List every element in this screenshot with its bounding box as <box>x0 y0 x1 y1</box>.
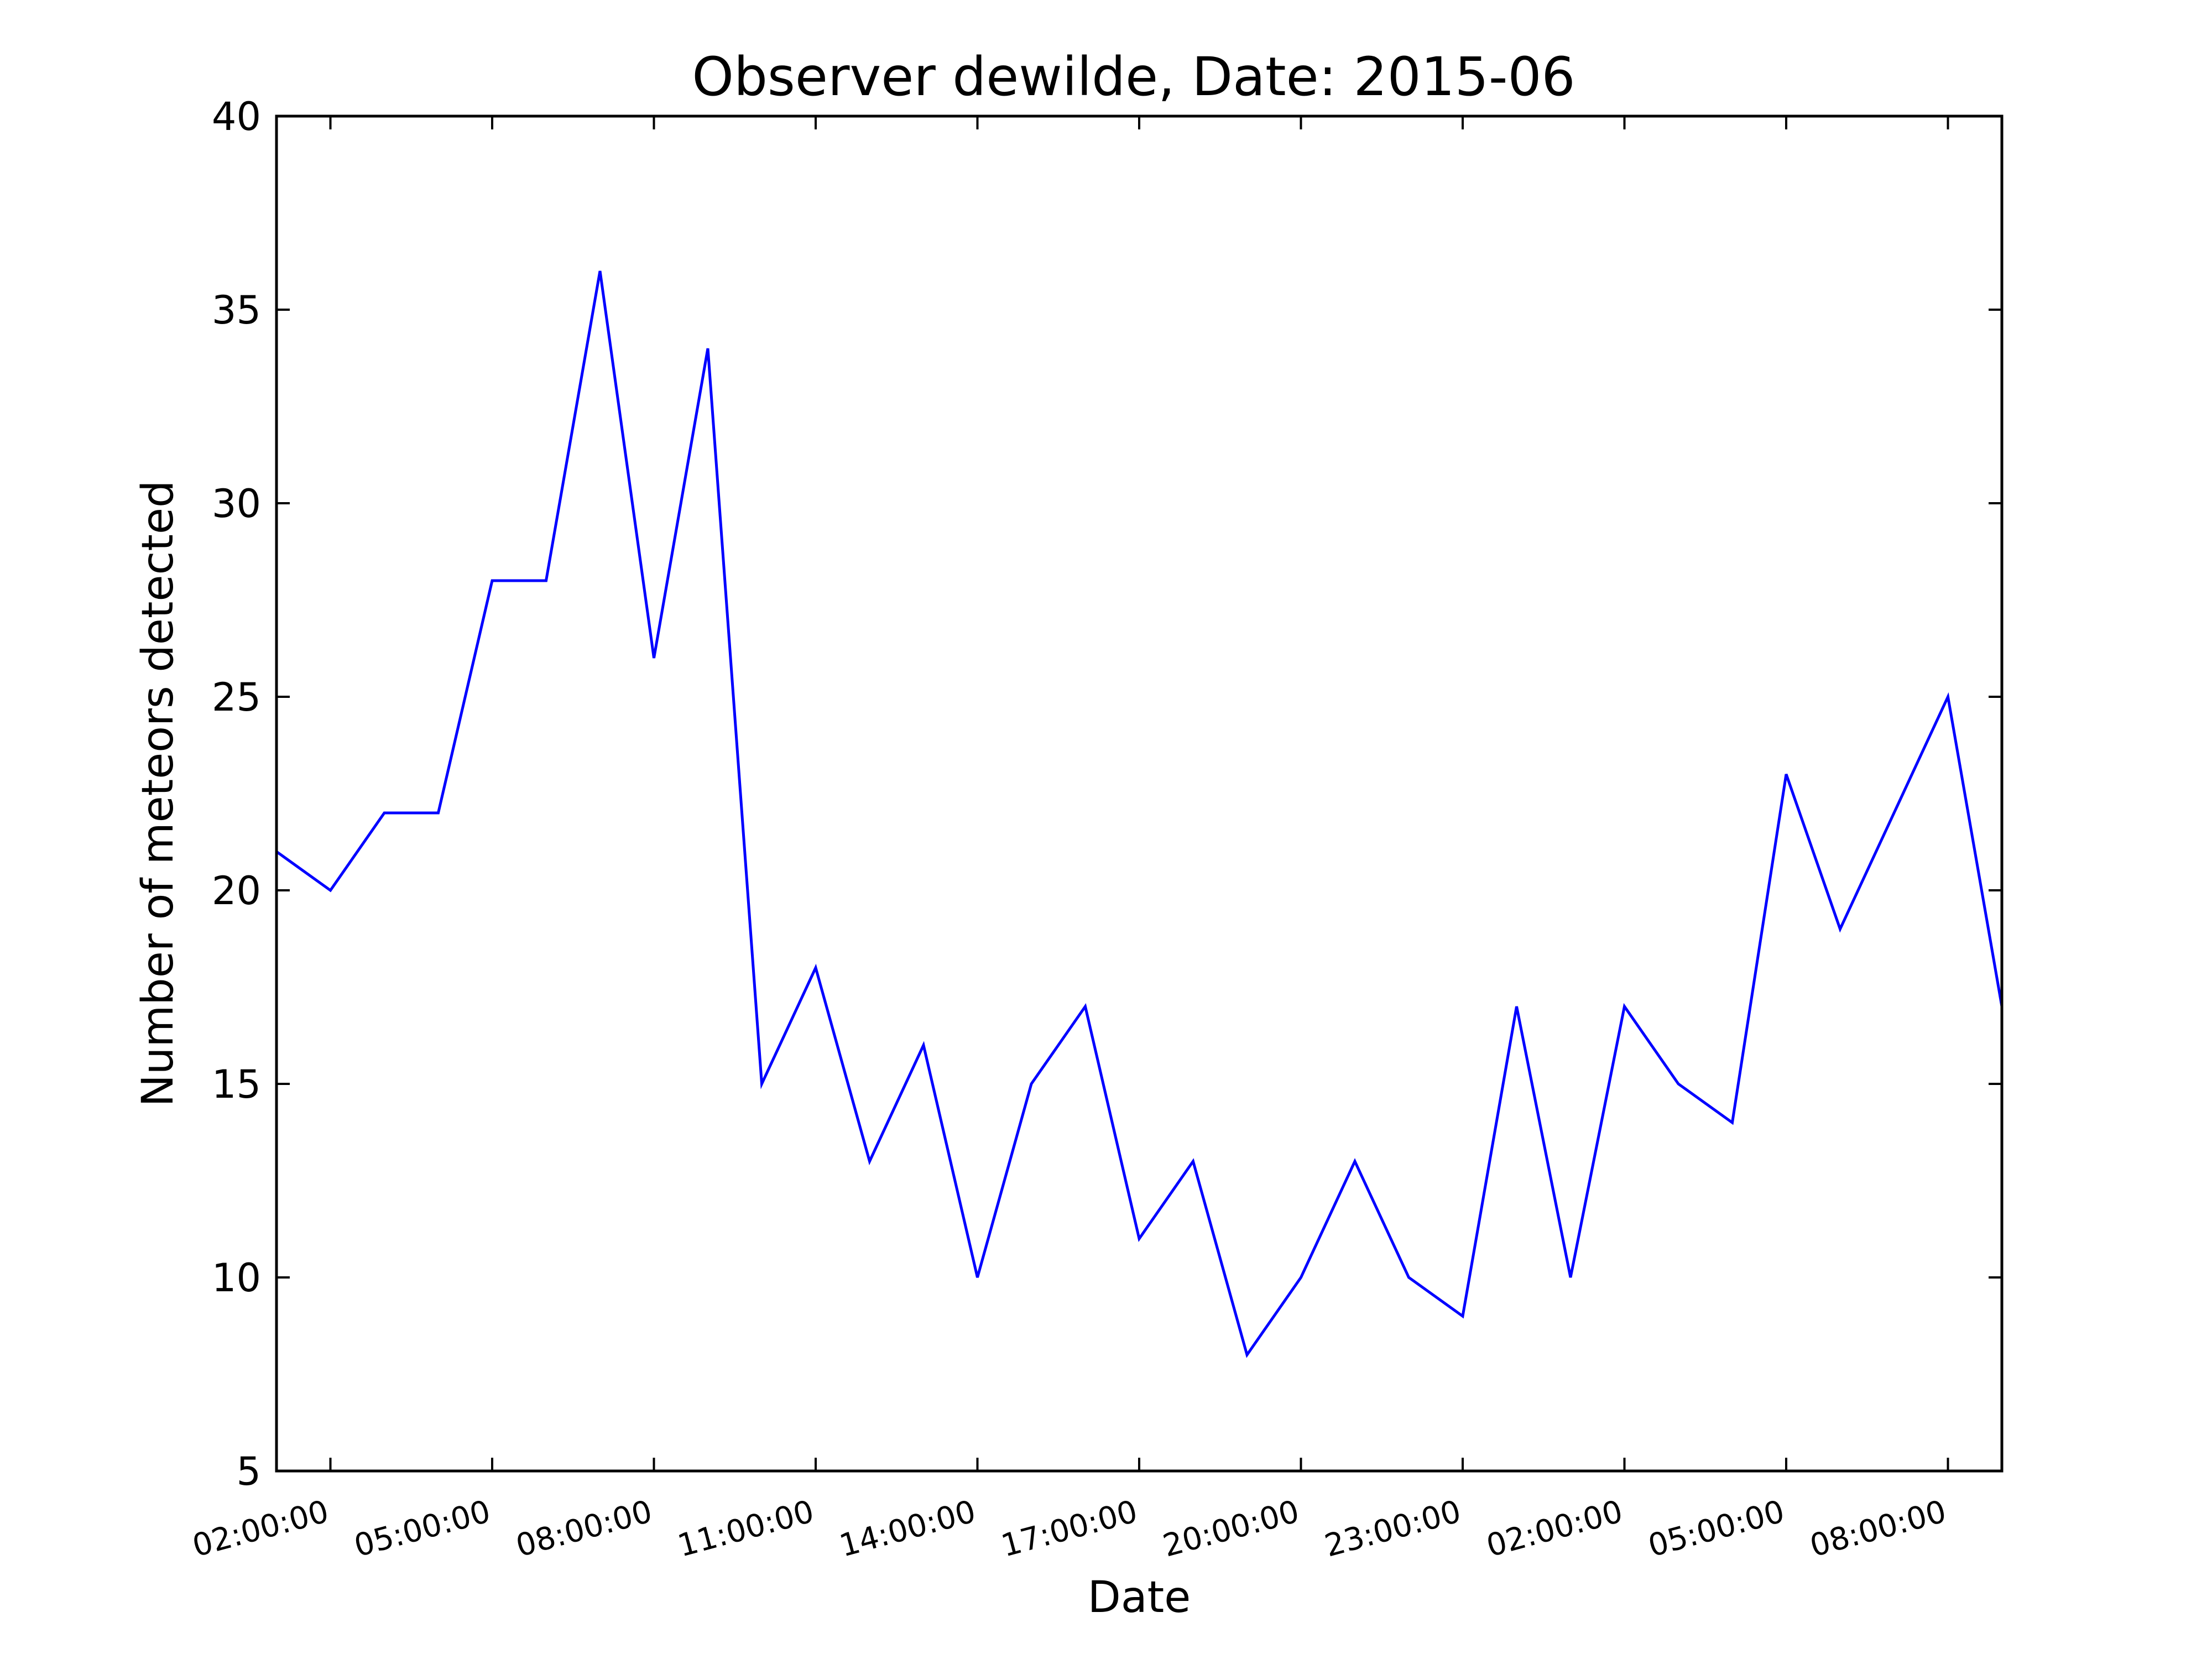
y-tick-label: 40 <box>212 94 261 139</box>
y-tick-label: 5 <box>236 1449 261 1494</box>
x-tick-label: 11:00:00 <box>674 1494 818 1564</box>
y-axis-label: Number of meteors detected <box>133 481 183 1107</box>
series-line <box>275 270 2004 1358</box>
x-tick-label: 02:00:00 <box>1483 1494 1626 1564</box>
x-tick-label: 14:00:00 <box>836 1494 979 1564</box>
plot-frame <box>275 114 2004 1473</box>
y-tick-label: 35 <box>212 288 261 333</box>
chart-title: Observer dewilde, Date: 2015-06 <box>692 46 1575 108</box>
x-tick-label: 05:00:00 <box>351 1494 494 1564</box>
x-axis-label: Date <box>1088 1573 1191 1623</box>
x-tick-label: 05:00:00 <box>1645 1494 1788 1564</box>
y-tick-label: 20 <box>212 868 261 914</box>
y-tick-label: 25 <box>212 675 261 720</box>
x-tick-label: 02:00:00 <box>189 1494 332 1564</box>
x-tick-label: 20:00:00 <box>1159 1494 1303 1564</box>
x-tick-label: 08:00:00 <box>512 1494 656 1564</box>
y-tick-label: 15 <box>212 1062 261 1107</box>
y-tick-label: 10 <box>212 1255 261 1301</box>
x-tick-label: 08:00:00 <box>1806 1494 1950 1564</box>
y-tick-label: 30 <box>212 481 261 526</box>
x-tick-label: 17:00:00 <box>998 1494 1141 1564</box>
x-tick-label: 23:00:00 <box>1321 1494 1465 1564</box>
